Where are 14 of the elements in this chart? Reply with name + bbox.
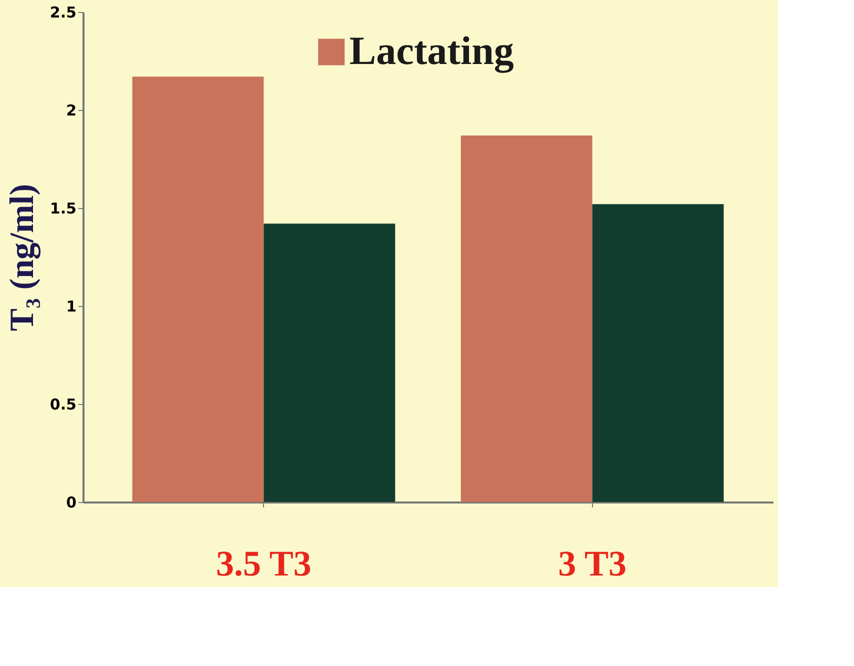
legend-label: Lactating (349, 28, 514, 73)
y-tick-label: 2.5 (50, 4, 76, 22)
y-tick-label: 2 (66, 102, 76, 120)
x-tick-label: 3 T3 (558, 544, 626, 584)
y-tick-label: 0 (66, 494, 76, 512)
y-axis-title: T₃ (ng/ml) (4, 184, 41, 332)
bar (132, 76, 264, 502)
y-tick-label: 0.5 (50, 396, 76, 414)
bar (592, 204, 724, 502)
bar (264, 224, 396, 502)
x-tick-label: 3.5 T3 (216, 544, 312, 584)
y-tick-label: 1.5 (50, 200, 76, 218)
bar (460, 135, 592, 502)
y-tick-label: 1 (66, 298, 76, 316)
